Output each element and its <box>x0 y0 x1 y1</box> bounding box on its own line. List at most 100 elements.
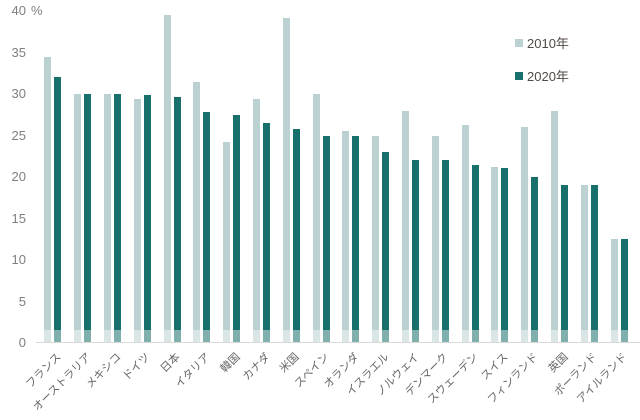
x-axis-label: ノルウェイ <box>373 351 422 399</box>
bar-2020年 <box>411 160 419 343</box>
bar-2020年 <box>590 185 598 343</box>
bar-2010年 <box>193 82 201 343</box>
x-axis-label: 韓国 <box>218 351 243 376</box>
x-axis-label: デンマーク <box>403 351 451 399</box>
y-axis-tick-label: 15 <box>11 210 26 226</box>
bar-2010年 <box>401 110 409 343</box>
bars <box>38 11 634 343</box>
bar-2010年 <box>491 167 499 343</box>
bar-2010年 <box>342 131 350 343</box>
y-axis-tick-label: 35 <box>11 44 26 60</box>
bar-2010年 <box>74 94 82 343</box>
legend-item-2010: 2010年 <box>515 33 569 52</box>
bar-2020年 <box>531 177 539 343</box>
x-axis-label: 英国 <box>546 351 571 376</box>
bar-2020年 <box>292 128 300 343</box>
bar-2010年 <box>103 94 111 343</box>
bar-group-7 <box>217 11 247 343</box>
x-axis-label: スイス <box>478 351 511 383</box>
bar-group-16 <box>485 11 515 343</box>
bar-2020年 <box>113 94 121 343</box>
bar-group-20 <box>604 11 634 343</box>
bar-group-14 <box>425 11 455 343</box>
bar-group-15 <box>455 11 485 343</box>
x-axis-label: イスラエル <box>344 351 392 399</box>
bar-2020年 <box>560 185 568 343</box>
y-axis-tick-label: 40 <box>11 3 26 18</box>
legend-label-2010: 2010年 <box>527 36 569 51</box>
bar-2010年 <box>610 239 618 343</box>
bar-2020年 <box>233 114 241 343</box>
bar-2020年 <box>203 112 211 343</box>
bar-2020年 <box>441 160 449 343</box>
bar-group-18 <box>545 11 575 343</box>
y-axis-tick-label: 10 <box>11 252 26 267</box>
bar-group-8 <box>247 11 277 343</box>
x-axis-label: ドイツ <box>121 351 153 383</box>
x-axis-line <box>36 342 640 343</box>
legend-swatch-2020 <box>515 71 523 80</box>
bar-2010年 <box>312 94 320 343</box>
legend: 2010年 2020年 <box>515 33 569 85</box>
bar-2010年 <box>372 135 380 343</box>
x-axis-label: フランス <box>24 351 64 391</box>
x-axis-label: アイルランド <box>574 351 630 406</box>
x-axis-label: オーストラリア <box>30 351 94 414</box>
x-axis-label: メキシコ <box>83 351 124 391</box>
bar-2010年 <box>282 17 290 343</box>
x-axis-label: スペイン <box>292 351 332 391</box>
bar-2020年 <box>352 135 360 343</box>
bar-group-9 <box>276 11 306 343</box>
bar-2020年 <box>173 96 181 343</box>
bar-2020年 <box>262 123 270 343</box>
bar-group-10 <box>306 11 336 343</box>
bar-2020年 <box>620 239 628 343</box>
legend-label-2020: 2020年 <box>527 69 569 84</box>
bar-2020年 <box>382 152 390 343</box>
bar-2020年 <box>471 165 479 343</box>
x-axis-label: オランダ <box>321 351 362 391</box>
bar-2010年 <box>163 15 171 343</box>
bar-group-2 <box>68 11 98 343</box>
bar-2010年 <box>252 98 260 343</box>
y-axis-tick-label: 0 <box>18 335 26 350</box>
x-axis-label: カナダ <box>240 351 273 383</box>
x-axis-label: 米国 <box>277 351 302 376</box>
bar-2010年 <box>461 124 469 343</box>
bar-group-17 <box>515 11 545 343</box>
y-axis-tick-label: 30 <box>11 86 26 101</box>
bar-group-13 <box>396 11 426 343</box>
x-axis-label: スウェーデン <box>425 351 481 407</box>
bar-2010年 <box>550 110 558 343</box>
x-axis-label: イタリア <box>173 351 213 391</box>
bar-group-6 <box>187 11 217 343</box>
bar-2010年 <box>133 98 141 343</box>
y-axis-tick-label: 5 <box>18 293 26 309</box>
bar-group-4 <box>127 11 157 343</box>
bar-2020年 <box>322 135 330 343</box>
legend-swatch-2010 <box>515 38 523 47</box>
bar-2010年 <box>223 142 231 343</box>
bar-2020年 <box>84 94 92 343</box>
bar-group-12 <box>366 11 396 343</box>
x-axis-label: フィンランド <box>485 351 541 407</box>
bar-group-3 <box>98 11 128 343</box>
y-axis-tick-label: 25 <box>11 127 26 143</box>
bar-2010年 <box>521 127 529 343</box>
x-axis-label: ポーランド <box>552 351 600 399</box>
bar-group-5 <box>157 11 187 343</box>
bar-2010年 <box>580 185 588 343</box>
bar-group-1 <box>38 11 68 343</box>
bar-2020年 <box>143 94 151 343</box>
y-axis-tick-label: 20 <box>11 169 26 184</box>
y-axis-unit-label: % <box>31 3 43 18</box>
bar-2020年 <box>54 77 62 343</box>
bar-group-11 <box>336 11 366 343</box>
legend-item-2020: 2020年 <box>515 66 569 85</box>
bar-2010年 <box>44 57 52 343</box>
bar-group-19 <box>574 11 604 343</box>
bar-2020年 <box>501 167 509 343</box>
bar-2010年 <box>431 135 439 343</box>
x-axis-label: 日本 <box>158 351 183 376</box>
